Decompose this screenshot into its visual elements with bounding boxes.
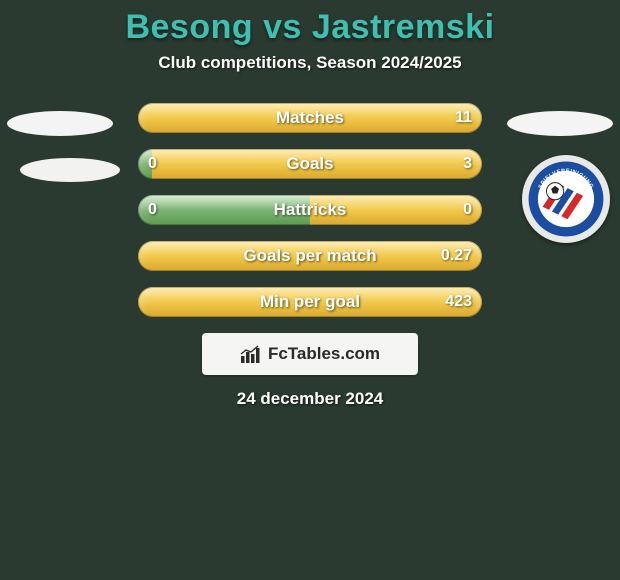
unterhaching-crest-icon: SPIELVEREINIGUNG UNTERHACHING bbox=[527, 160, 605, 238]
player-left-oval-2 bbox=[20, 158, 120, 182]
stat-label: Hattricks bbox=[138, 195, 482, 225]
snapshot-date: 24 december 2024 bbox=[0, 389, 620, 409]
comparison-card: Besong vs Jastremski Club competitions, … bbox=[0, 0, 620, 409]
page-title: Besong vs Jastremski bbox=[0, 8, 620, 47]
club-logo-right: SPIELVEREINIGUNG UNTERHACHING bbox=[522, 155, 610, 243]
stat-bar: Min per goal423 bbox=[138, 287, 482, 317]
stat-label: Goals per match bbox=[138, 241, 482, 271]
player-left-oval bbox=[7, 111, 113, 136]
stat-label: Goals bbox=[138, 149, 482, 179]
stat-value-right: 0 bbox=[463, 195, 472, 225]
page-subtitle: Club competitions, Season 2024/2025 bbox=[0, 53, 620, 73]
stat-value-left: 0 bbox=[148, 195, 157, 225]
site-label: FcTables.com bbox=[268, 344, 380, 364]
stat-value-right: 3 bbox=[463, 149, 472, 179]
site-attribution[interactable]: FcTables.com bbox=[202, 333, 418, 375]
stat-label: Matches bbox=[138, 103, 482, 133]
stat-bar: Goals per match0.27 bbox=[138, 241, 482, 271]
stat-bar: Matches11 bbox=[138, 103, 482, 133]
stats-bars: Matches11Goals03Hattricks00Goals per mat… bbox=[138, 103, 482, 317]
stat-value-right: 11 bbox=[455, 103, 472, 133]
bar-chart-icon bbox=[240, 344, 262, 364]
stat-value-left: 0 bbox=[148, 149, 157, 179]
stat-bar: Goals0 3 bbox=[138, 149, 482, 179]
stat-value-right: 0.27 bbox=[441, 241, 472, 271]
stat-label: Min per goal bbox=[138, 287, 482, 317]
stat-bar: Hattricks0 0 bbox=[138, 195, 482, 225]
player-right-oval bbox=[507, 111, 613, 136]
stat-value-right: 423 bbox=[445, 287, 472, 317]
